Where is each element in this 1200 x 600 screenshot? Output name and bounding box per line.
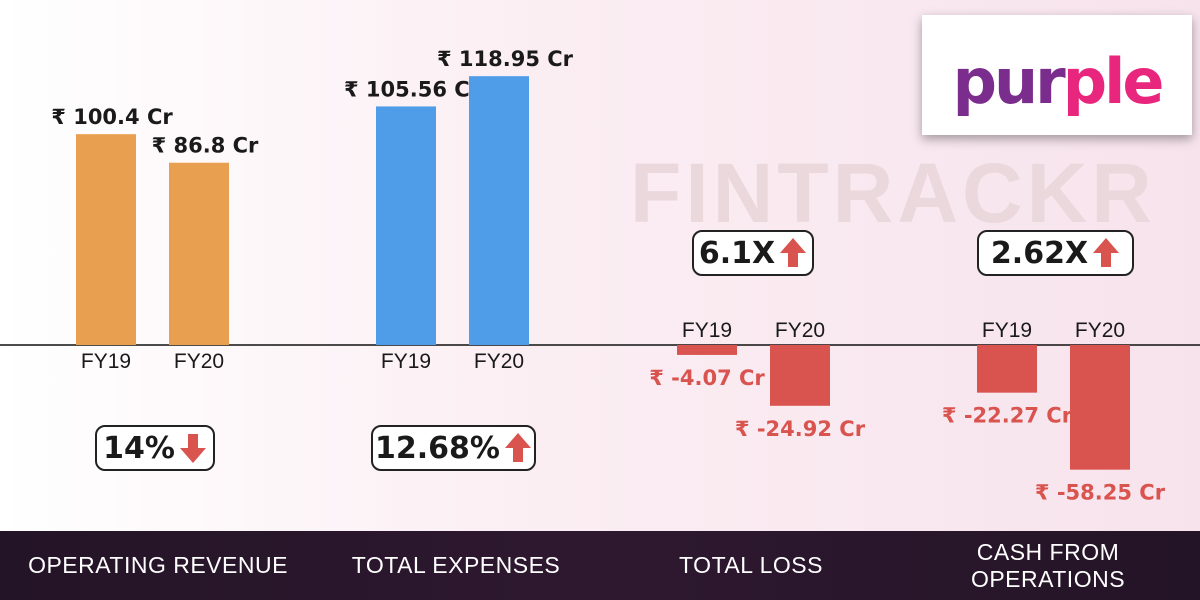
expenses-value-label: ₹ 118.95 Cr [437,47,574,71]
expenses-bar-fy19 [376,106,436,345]
cash-category-label: FY20 [1075,319,1125,342]
loss-change-badge: 6.1X [692,230,814,276]
cash-change-badge: 2.62X [977,230,1134,276]
loss-category-label: FY20 [775,319,825,342]
expenses-value-label: ₹ 105.56 Cr [344,77,481,101]
revenue-value-label: ₹ 100.4 Cr [51,105,173,129]
cash-value-label: ₹ -58.25 Cr [1035,481,1166,505]
operating-revenue-label: OPERATING REVENUE [28,552,288,578]
revenue-category-label: FY20 [174,350,224,373]
loss-bar-fy20 [770,345,830,406]
purple-logo-icon: purple [953,45,1166,118]
loss-value-label: ₹ -4.07 Cr [649,366,765,390]
loss-change-value: 6.1X [698,235,776,271]
expenses-bar-fy20 [469,76,529,345]
loss-value-label: ₹ -24.92 Cr [735,417,866,441]
total-expenses-label: TOTAL EXPENSES [351,552,561,578]
expenses-category-label: FY19 [381,350,431,373]
svg-text:purple: purple [953,45,1163,118]
revenue-bar-fy19 [76,134,136,345]
cash-bar-fy20 [1070,345,1130,470]
revenue-change-badge: 14% [95,425,215,471]
loss-category-label: FY19 [682,319,732,342]
section-label-bar [0,531,1200,600]
cash-change-value: 2.62X [990,235,1089,271]
arrow-up-icon [780,238,807,267]
cash-bar-fy19 [977,345,1037,393]
arrow-down-icon [179,434,206,463]
total-loss-label: TOTAL LOSS [679,552,823,578]
revenue-category-label: FY19 [81,350,131,373]
expenses-change-badge: 12.68% [371,425,536,471]
revenue-change-value: 14% [103,430,175,466]
cash-value-label: ₹ -22.27 Cr [942,404,1073,428]
cash-from-operations-label: CASH FROM OPERATIONS [970,538,1126,592]
revenue-value-label: ₹ 86.8 Cr [152,134,259,158]
loss-bar-fy19 [677,345,737,355]
watermark: FINTRACKR [630,146,1156,240]
expenses-category-label: FY20 [474,350,524,373]
logo: purple [922,15,1192,135]
arrow-up-icon [1093,238,1120,267]
arrow-up-icon [504,433,531,462]
cash-category-label: FY19 [982,319,1032,342]
expenses-change-value: 12.68% [375,430,500,466]
revenue-bar-fy20 [169,162,229,345]
